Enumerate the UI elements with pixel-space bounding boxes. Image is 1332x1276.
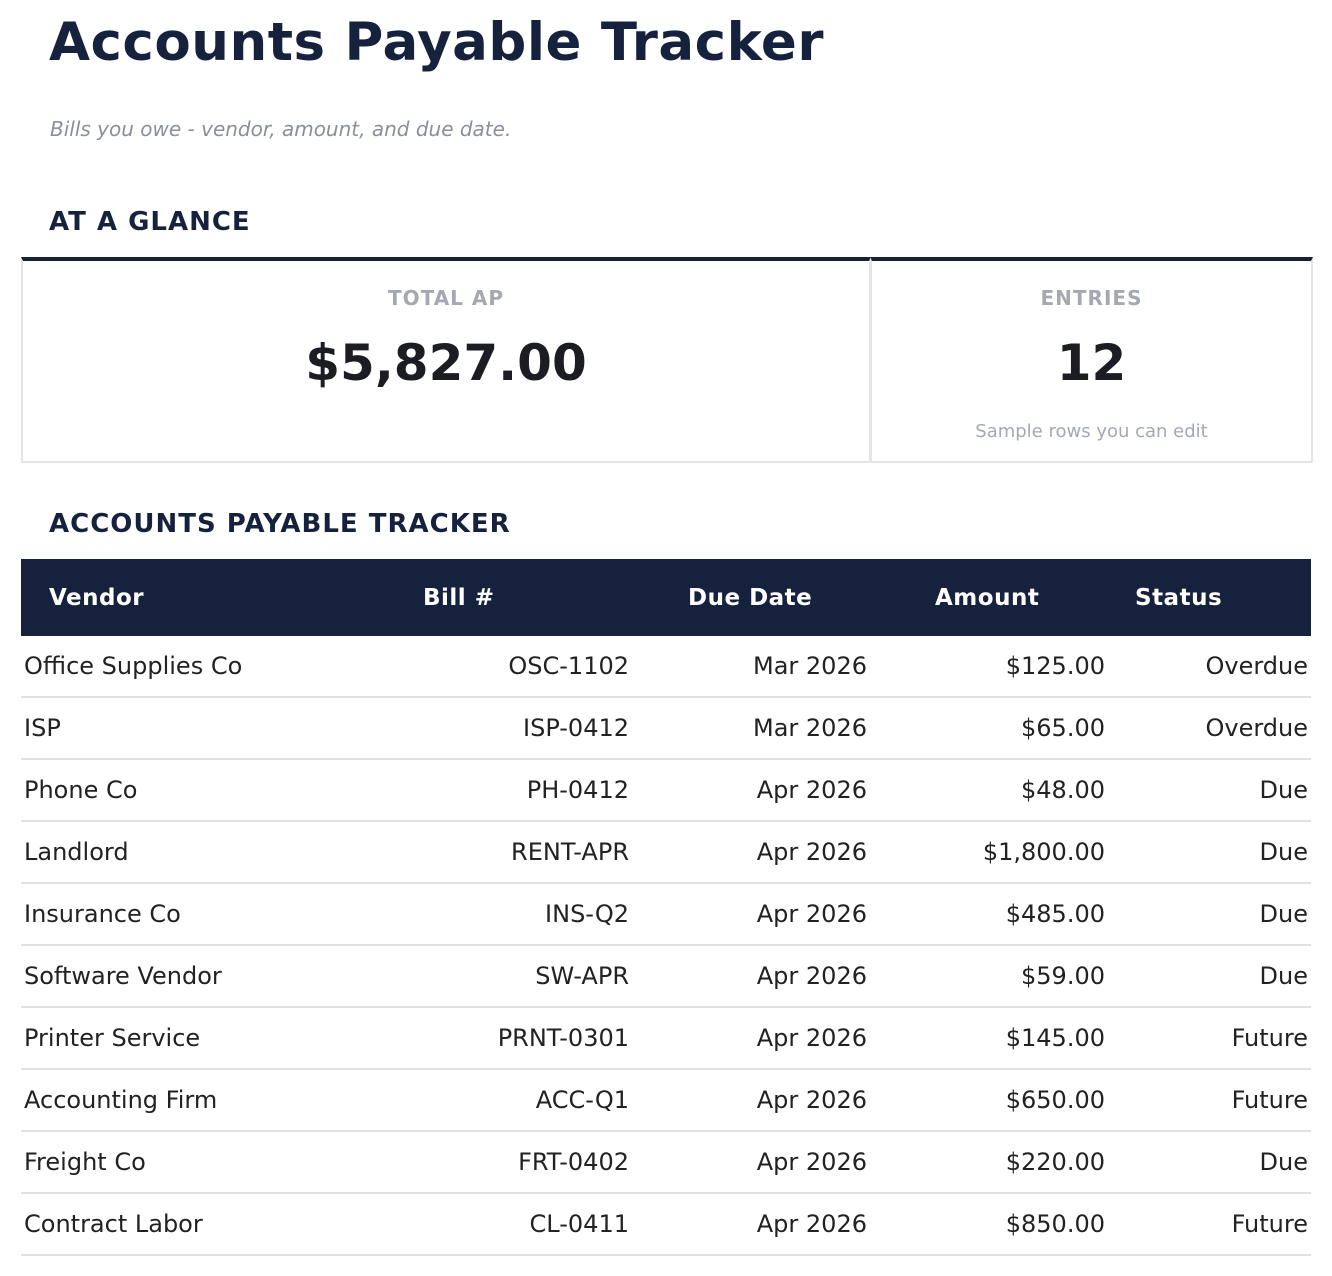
table-cell: Apr 2026 [632, 1131, 870, 1194]
table-cell: Contract Labor [21, 1193, 395, 1256]
table-row: Office Supplies Co OSC-1102 Mar 2026 $125.0… [21, 636, 1311, 698]
table-cell: PH-0412 [395, 759, 632, 822]
table-cell: Due [1108, 945, 1311, 1008]
table-cell: $1,800.00 [870, 821, 1108, 884]
table-cell: Phone Co [21, 759, 395, 822]
table-cell: Future [1108, 1069, 1311, 1132]
column-header: Due Date [632, 559, 870, 636]
table-cell: Future [1108, 1007, 1311, 1070]
table-cell: Due [1108, 821, 1311, 884]
table-cell: INS-Q2 [395, 883, 632, 946]
table-cell: Due [1108, 883, 1311, 946]
table-row: Contract Labor CL-0411 Apr 2026 $850.00 Futu… [21, 1193, 1311, 1256]
table-cell: FRT-0402 [395, 1131, 632, 1194]
table-cell: Apr 2026 [632, 1007, 870, 1070]
card-value: $5,827.00 [305, 334, 587, 392]
table-cell: Due [1108, 1131, 1311, 1194]
table-cell: Due [1108, 759, 1311, 822]
table-cell: Accounting Firm [21, 1069, 395, 1132]
column-header: Vendor [21, 559, 395, 636]
section-title: AT A GLANCE [49, 207, 251, 237]
table-cell: Insurance Co [21, 883, 395, 946]
table-cell: Overdue [1108, 697, 1311, 760]
card-value: 12 [1056, 334, 1127, 392]
table-cell: OSC-1102 [395, 636, 632, 698]
table-cell: Mar 2026 [632, 697, 870, 760]
table-cell: $220.00 [870, 1131, 1108, 1194]
table-cell: Future [1108, 1193, 1311, 1256]
card-note: Sample rows you can edit [975, 421, 1208, 442]
summary-card: ENTRIES 12 Sample rows you can edit [870, 257, 1313, 463]
table-cell: $125.00 [870, 636, 1108, 698]
table-body: Office Supplies Co OSC-1102 Mar 2026 $125.0… [21, 636, 1311, 1256]
table-cell: Overdue [1108, 636, 1311, 698]
table-cell: $485.00 [870, 883, 1108, 946]
table-cell: Apr 2026 [632, 1069, 870, 1132]
ap-table: Vendor Bill # Due Date Amount Status Office … [21, 559, 1311, 1256]
table-cell: Software Vendor [21, 945, 395, 1008]
card-label: ENTRIES [1040, 286, 1143, 310]
table-row: Accounting Firm ACC-Q1 Apr 2026 $650.00 Futu… [21, 1069, 1311, 1132]
table-cell: PRNT-0301 [395, 1007, 632, 1070]
table-cell: ISP [21, 697, 395, 760]
table-row: Software Vendor SW-APR Apr 2026 $59.00 Due [21, 945, 1311, 1008]
table-row: Phone Co PH-0412 Apr 2026 $48.00 Due [21, 759, 1311, 822]
table-cell: CL-0411 [395, 1193, 632, 1256]
table-cell: $850.00 [870, 1193, 1108, 1256]
table-cell: Apr 2026 [632, 821, 870, 884]
page-subtitle: Bills you owe - vendor, amount, and due … [50, 117, 512, 141]
table-cell: Office Supplies Co [21, 636, 395, 698]
table-cell: ACC-Q1 [395, 1069, 632, 1132]
table-row: Freight Co FRT-0402 Apr 2026 $220.00 Due [21, 1131, 1311, 1194]
table-cell: Mar 2026 [632, 636, 870, 698]
table-row: ISP ISP-0412 Mar 2026 $65.00 Overdue [21, 697, 1311, 760]
table-cell: Apr 2026 [632, 883, 870, 946]
table-row: Printer Service PRNT-0301 Apr 2026 $145.00 F… [21, 1007, 1311, 1070]
section-title: ACCOUNTS PAYABLE TRACKER [49, 509, 511, 539]
summary-card: TOTAL AP $5,827.00 [21, 257, 871, 463]
table-cell: Apr 2026 [632, 945, 870, 1008]
table-cell: Printer Service [21, 1007, 395, 1070]
table-row: Landlord RENT-APR Apr 2026 $1,800.00 Due [21, 821, 1311, 884]
table-cell: Apr 2026 [632, 1193, 870, 1256]
table-cell: $59.00 [870, 945, 1108, 1008]
table-cell: SW-APR [395, 945, 632, 1008]
table-cell: $48.00 [870, 759, 1108, 822]
table-cell: Freight Co [21, 1131, 395, 1194]
table-cell: $65.00 [870, 697, 1108, 760]
column-header: Amount [870, 559, 1108, 636]
table-row: Insurance Co INS-Q2 Apr 2026 $485.00 Due [21, 883, 1311, 946]
card-label: TOTAL AP [387, 286, 505, 310]
table-cell: Apr 2026 [632, 759, 870, 822]
column-header: Status [1108, 559, 1311, 636]
header-row: Vendor Bill # Due Date Amount Status [21, 559, 1311, 636]
table-cell: $650.00 [870, 1069, 1108, 1132]
table-cell: $145.00 [870, 1007, 1108, 1070]
column-header: Bill # [395, 559, 632, 636]
table-cell: Landlord [21, 821, 395, 884]
page-title: Accounts Payable Tracker [49, 12, 824, 73]
table-cell: ISP-0412 [395, 697, 632, 760]
table-cell: RENT-APR [395, 821, 632, 884]
